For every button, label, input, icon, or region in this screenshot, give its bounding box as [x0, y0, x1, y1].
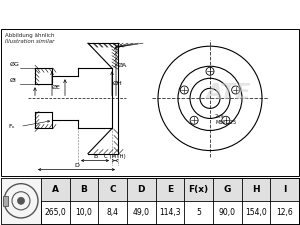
Text: B: B [81, 185, 87, 194]
Bar [3, 196, 8, 206]
Text: C (MTH): C (MTH) [104, 154, 126, 159]
Circle shape [17, 197, 25, 204]
Text: ØA: ØA [118, 63, 127, 68]
Text: 5: 5 [196, 208, 201, 217]
Text: ATE: ATE [205, 83, 251, 103]
Text: 2x×: 2x× [215, 115, 225, 119]
Text: 10,0: 10,0 [76, 208, 92, 217]
Bar [1, 178, 41, 224]
Text: ØG: ØG [10, 62, 20, 67]
Text: ØI: ØI [10, 78, 17, 83]
Text: D: D [138, 185, 145, 194]
Text: E: E [167, 185, 173, 194]
Text: A: A [52, 185, 59, 194]
Text: F(x): F(x) [189, 185, 209, 194]
Text: ØE: ØE [52, 85, 61, 90]
Text: ØH: ØH [113, 81, 123, 86]
Text: H: H [252, 185, 260, 194]
Text: M8x1,25: M8x1,25 [215, 119, 236, 124]
Text: 8,4: 8,4 [107, 208, 119, 217]
Text: 49,0: 49,0 [133, 208, 150, 217]
Text: 12,6: 12,6 [276, 208, 293, 217]
Text: 410243: 410243 [204, 8, 256, 20]
Text: 114,3: 114,3 [159, 208, 181, 217]
Text: C: C [110, 185, 116, 194]
Text: 90,0: 90,0 [219, 208, 236, 217]
Text: Abbildung ähnlich: Abbildung ähnlich [5, 33, 55, 38]
Text: 24.0110-0243.1: 24.0110-0243.1 [75, 8, 185, 20]
Text: 265,0: 265,0 [44, 208, 66, 217]
Text: Fₓ: Fₓ [8, 124, 14, 129]
Text: 154,0: 154,0 [245, 208, 267, 217]
Text: B: B [93, 154, 97, 159]
Text: Illustration similar: Illustration similar [5, 39, 54, 44]
Text: D: D [74, 163, 79, 168]
Bar [41, 179, 299, 201]
Text: I: I [283, 185, 286, 194]
Text: G: G [224, 185, 231, 194]
